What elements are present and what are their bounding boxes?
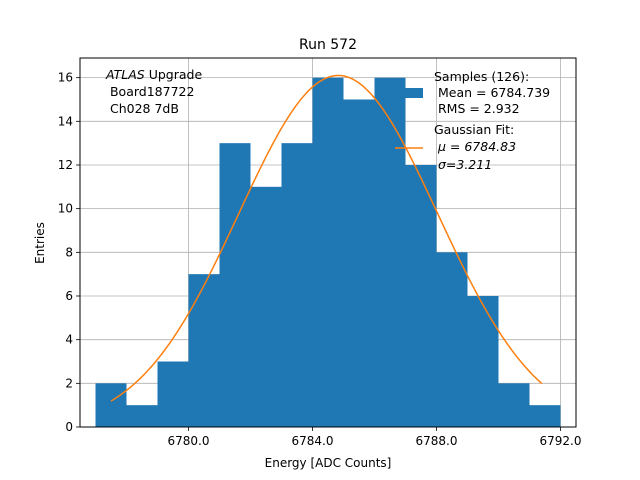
histogram-bar <box>126 405 158 427</box>
histogram-bar <box>498 383 530 427</box>
legend-fit-title: Gaussian Fit: <box>434 122 514 137</box>
histogram-bar <box>436 252 468 427</box>
legend-samples-title: Samples (126): <box>434 69 529 84</box>
x-tick-label: 6788.0 <box>416 434 458 448</box>
x-tick-label: 6784.0 <box>292 434 334 448</box>
legend-fit-mu: μ = 6784.83 <box>434 139 516 154</box>
legend-samples-swatch <box>403 88 423 98</box>
histogram-bar <box>219 143 251 427</box>
histogram-bar <box>343 99 375 428</box>
histogram-bar <box>188 274 220 427</box>
histogram-bar <box>312 77 344 428</box>
histogram-bar <box>529 405 561 427</box>
atlas-annotation: ATLAS Upgrade Board187722 Ch028 7dB <box>105 67 202 116</box>
histogram-bar <box>95 383 127 427</box>
y-tick-label: 2 <box>65 376 73 390</box>
y-tick-label: 10 <box>58 202 73 216</box>
annotation-atlas: ATLAS <box>105 67 145 82</box>
legend-samples-rms: RMS = 2.932 <box>434 101 520 116</box>
chart-title: Run 572 <box>299 37 357 53</box>
x-axis-label: Energy [ADC Counts] <box>265 456 392 470</box>
legend-samples-mean: Mean = 6784.739 <box>434 85 550 100</box>
histogram-bar <box>405 164 437 427</box>
histogram-bar <box>467 295 499 427</box>
annotation-upgrade: Upgrade <box>145 67 203 82</box>
y-tick-label: 4 <box>65 333 73 347</box>
annotation-line-3: Ch028 7dB <box>106 101 179 116</box>
annotation-line-2: Board187722 <box>106 84 194 99</box>
y-tick-label: 12 <box>58 158 73 172</box>
ticks-layer: 6780.0 6784.0 6788.0 6792.0 0 2 4 6 8 10 12 14 16 <box>58 71 582 448</box>
bars-layer <box>95 77 561 428</box>
y-tick-label: 16 <box>58 71 73 85</box>
y-tick-label: 14 <box>58 114 73 128</box>
histogram-bar <box>250 186 282 427</box>
x-tick-label: 6780.0 <box>168 434 210 448</box>
x-tick-label: 6792.0 <box>540 434 582 448</box>
annotation-line-1: ATLAS Upgrade <box>105 67 202 82</box>
histogram-bar <box>281 143 313 427</box>
y-tick-label: 6 <box>65 289 73 303</box>
legend: Samples (126): Mean = 6784.739 RMS = 2.9… <box>395 69 550 172</box>
histogram-bar <box>157 361 189 427</box>
plot-frame <box>79 57 577 428</box>
y-tick-label: 0 <box>65 420 73 434</box>
histogram-bar <box>374 77 406 428</box>
y-tick-label: 8 <box>65 245 73 259</box>
gaussian-fit-curve <box>110 74 543 402</box>
legend-fit-sigma: σ=3.211 <box>434 157 492 172</box>
y-axis-label: Entries <box>33 222 47 264</box>
